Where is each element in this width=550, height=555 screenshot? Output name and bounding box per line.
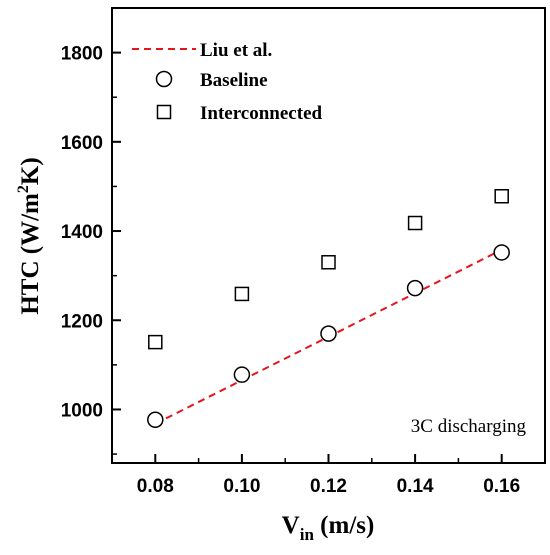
plot-frame <box>111 7 546 464</box>
x-tick-label: 0.08 <box>137 476 174 497</box>
baseline-point <box>147 411 164 428</box>
x-tick-label: 0.14 <box>397 476 434 497</box>
x-axis-title: Vin (m/s) <box>282 512 375 544</box>
y-tick-label: 1200 <box>61 311 103 332</box>
axis-ticks: 0.08 0.10 0.12 0.14 0.16 1000 1200 1400 1600 1800 <box>61 7 520 497</box>
legend-circle-symbol <box>155 70 173 88</box>
annotation-text: 3C discharging <box>411 416 527 437</box>
y-tick-label: 1400 <box>61 222 103 243</box>
legend-label: Baseline <box>200 70 268 91</box>
baseline-point <box>406 279 424 297</box>
interconnected-point <box>234 286 250 302</box>
baseline-point <box>233 366 251 383</box>
x-tick-label: 0.10 <box>223 476 260 497</box>
interconnected-point <box>321 255 336 270</box>
y-tick-label: 1600 <box>61 133 103 154</box>
baseline-point <box>320 325 337 342</box>
data-marks <box>147 188 510 428</box>
baseline-point <box>493 244 510 261</box>
legend: Liu et al. Baseline Interconnected <box>132 40 323 124</box>
interconnected-point <box>148 334 163 350</box>
x-tick-label: 0.16 <box>483 476 520 497</box>
interconnected-point <box>407 215 423 231</box>
y-tick-label: 1000 <box>61 400 103 421</box>
y-axis-title: HTC (W/m2K) <box>15 157 44 314</box>
legend-label: Liu et al. <box>200 40 272 61</box>
legend-label: Interconnected <box>200 103 323 124</box>
y-tick-label: 1800 <box>61 44 103 65</box>
legend-square-symbol <box>156 104 172 120</box>
interconnected-point <box>494 188 509 204</box>
x-tick-label: 0.12 <box>310 476 347 497</box>
